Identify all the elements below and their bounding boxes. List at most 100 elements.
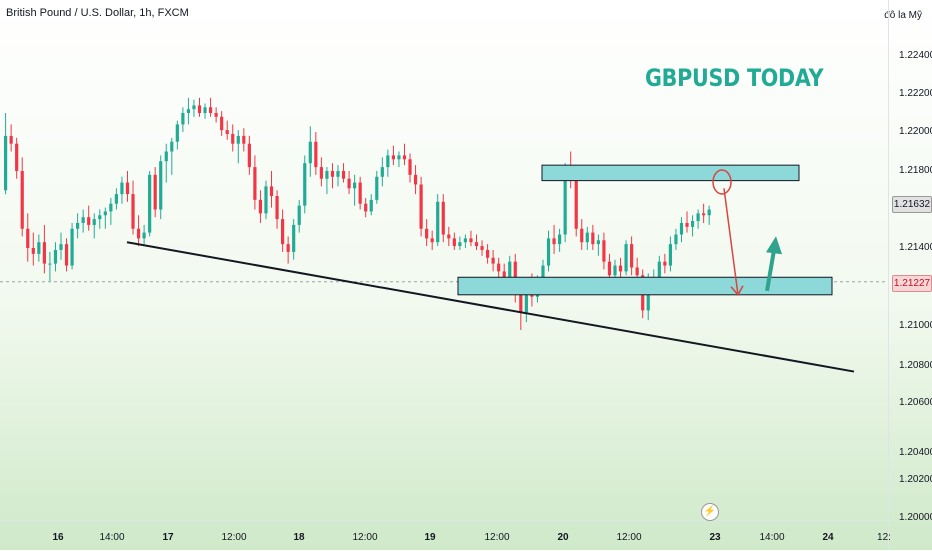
candle-body	[624, 244, 628, 272]
candle	[76, 213, 80, 239]
candle	[164, 143, 168, 183]
candle	[264, 180, 268, 220]
time-tick-label: 16	[52, 532, 64, 543]
time-tick-label: 12:00	[221, 532, 247, 543]
price-tick-label: 1.21400	[899, 242, 932, 253]
candle	[42, 224, 46, 274]
candle-body	[4, 135, 8, 191]
candle-body	[613, 265, 617, 276]
candle	[236, 130, 240, 164]
candle-body	[607, 261, 612, 276]
candle	[59, 232, 63, 260]
candle	[696, 209, 700, 229]
candle	[624, 240, 628, 276]
candle-body	[136, 228, 141, 239]
candle	[109, 197, 113, 225]
candle-body	[702, 213, 706, 216]
up-arrow-head	[766, 236, 782, 255]
candle-body	[231, 133, 235, 144]
candle-body	[170, 141, 174, 152]
down-arrow-head	[730, 285, 744, 297]
time-tick-label: 23	[709, 532, 721, 543]
candle-body	[397, 155, 401, 160]
candle-body	[275, 196, 279, 220]
symbol-title[interactable]: British Pound / U.S. Dollar, 1h, FXCM	[6, 7, 189, 19]
candle	[386, 149, 390, 177]
chart-canvas[interactable]	[0, 0, 888, 520]
currency-label: đô la Mỹ	[884, 10, 922, 21]
headline-annotation: GBPUSD TODAY	[645, 64, 824, 92]
candle	[242, 128, 246, 152]
candle	[447, 226, 451, 247]
candle-body	[64, 244, 69, 266]
time-tick-label: 17	[162, 532, 174, 543]
candle-body	[425, 228, 429, 239]
candle	[292, 219, 296, 260]
candle-body	[635, 267, 639, 276]
candle	[668, 236, 672, 272]
candle-body	[391, 155, 395, 160]
time-tick-label: 14:00	[99, 532, 125, 543]
candle-body	[269, 186, 274, 197]
candle-body	[175, 124, 179, 142]
candle	[458, 236, 462, 250]
candle-body	[447, 234, 451, 239]
candle-body	[142, 232, 146, 239]
candle-body	[353, 182, 357, 189]
candle-body	[114, 194, 118, 204]
lightning-icon[interactable]: ⚡	[701, 503, 719, 521]
candle	[275, 190, 279, 229]
candle-body	[580, 228, 584, 243]
time-tick-label: 20	[557, 532, 569, 543]
candle	[197, 97, 202, 117]
candle-body	[109, 203, 113, 212]
candle	[208, 97, 213, 117]
candle-body	[314, 141, 318, 168]
candle	[159, 155, 163, 220]
candle-body	[125, 182, 130, 195]
candle-body	[485, 249, 490, 258]
candle-body	[15, 143, 19, 171]
candle-body	[308, 141, 312, 164]
candle	[175, 120, 179, 150]
candle-body	[364, 203, 368, 212]
candle-body	[524, 285, 528, 313]
price-tick-label: 1.22000	[899, 126, 932, 137]
candle-body	[336, 171, 340, 177]
candle-body	[26, 228, 30, 248]
time-tick-label: 19	[424, 532, 436, 543]
candle-body	[574, 176, 578, 229]
candle	[114, 188, 118, 210]
candle	[26, 213, 30, 262]
candle-body	[408, 159, 412, 175]
candle-body	[37, 242, 41, 254]
candle-body	[497, 263, 501, 272]
candle-body	[31, 248, 35, 254]
price-axis[interactable]	[888, 0, 932, 550]
candle-body	[9, 135, 13, 144]
candle	[630, 236, 634, 276]
candle-body	[674, 234, 678, 245]
candle	[247, 135, 251, 175]
candle	[679, 217, 684, 243]
candle	[353, 174, 357, 206]
candle	[375, 171, 379, 204]
candle	[330, 163, 335, 189]
candle	[131, 180, 135, 235]
candle	[98, 209, 102, 229]
annotations-layer	[126, 169, 855, 373]
candle	[402, 143, 407, 166]
time-axis[interactable]	[0, 520, 888, 551]
candle-body	[458, 242, 462, 247]
candle-body	[153, 174, 157, 210]
candle-body	[508, 261, 512, 282]
candle	[319, 157, 323, 187]
candle-body	[618, 265, 623, 272]
candle-body	[53, 249, 58, 264]
resistance-zone	[541, 164, 800, 182]
candle	[269, 171, 274, 208]
candle	[20, 157, 24, 237]
candle	[552, 224, 556, 254]
candle-body	[375, 176, 379, 200]
candle	[397, 151, 401, 168]
